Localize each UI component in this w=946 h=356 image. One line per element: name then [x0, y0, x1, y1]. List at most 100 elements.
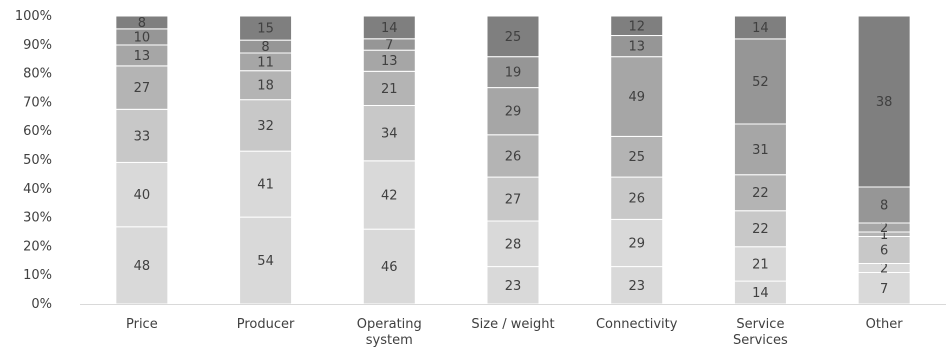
data-label: 11 — [257, 55, 274, 70]
bar-segment — [239, 70, 293, 101]
bar-segment — [239, 15, 293, 41]
data-label: 7 — [880, 282, 888, 297]
data-label: 41 — [257, 178, 274, 193]
data-label: 21 — [752, 257, 769, 272]
y-tick-label: 50% — [23, 153, 52, 168]
bar-segment — [362, 160, 416, 230]
bar-stack: 54 41 32 18 118 15 — [239, 15, 293, 305]
data-label: 1 — [880, 228, 888, 243]
x-tick-label: Price — [126, 317, 158, 332]
data-label: 29 — [505, 105, 522, 120]
y-tick-label: 20% — [23, 239, 52, 254]
x-axis: Price Producer Operating system Size / weigh… — [80, 304, 946, 348]
bar-stack: 23 29 26 25 49 13 12 — [610, 15, 664, 305]
y-axis: 0% 10% 20% 30% 40% 50% 60% 70% 80% 90% 100% — [15, 9, 52, 312]
bar-stack: 48 40 33 27 13 108 — [115, 15, 169, 305]
y-tick-label: 30% — [23, 211, 52, 226]
bar-segment — [486, 134, 540, 178]
bar-stack: 23 28 27 26 29 19 25 — [486, 15, 540, 305]
data-label: 2 — [880, 221, 888, 236]
data-label: 18 — [257, 79, 274, 94]
y-tick-label: 70% — [23, 95, 52, 110]
bar-segment — [610, 266, 664, 305]
y-tick-label: 80% — [23, 67, 52, 82]
data-label: 6 — [880, 244, 888, 259]
data-label: 38 — [876, 95, 893, 110]
bar-segment — [610, 15, 664, 37]
bars: 4840332713108544132181181546423421137142… — [115, 15, 911, 305]
bar-segment — [733, 38, 787, 125]
data-label: 27 — [505, 193, 522, 208]
bar-segment — [486, 176, 540, 222]
data-label: 28 — [505, 237, 522, 252]
data-label: 21 — [381, 82, 398, 97]
data-label: 46 — [381, 260, 398, 275]
bar-segment — [610, 56, 664, 137]
data-label: 12 — [628, 19, 645, 34]
data-label: 14 — [752, 286, 769, 301]
data-label: 13 — [134, 49, 151, 64]
bar-segment — [362, 15, 416, 40]
data-label: 29 — [628, 236, 645, 251]
data-label: 23 — [505, 279, 522, 294]
data-label: 13 — [628, 40, 645, 55]
data-label: 22 — [752, 186, 769, 201]
bar-segment — [733, 15, 787, 40]
y-tick-label: 60% — [23, 124, 52, 139]
bar-segment — [857, 236, 911, 264]
data-label: 7 — [385, 38, 393, 53]
y-tick-label: 100% — [15, 9, 52, 24]
bar-segment — [486, 87, 540, 136]
bar-segment — [362, 70, 416, 106]
data-label: 14 — [381, 21, 398, 36]
bar-segment — [857, 186, 911, 224]
bar-segment — [115, 65, 169, 110]
bar-segment — [610, 176, 664, 220]
data-label: 27 — [134, 81, 151, 96]
bar-segment — [733, 123, 787, 176]
data-label: 8 — [261, 40, 269, 55]
data-label: 19 — [505, 66, 522, 81]
x-tick-label: Operating system — [357, 317, 422, 348]
data-label: 2 — [880, 262, 888, 277]
data-label: 32 — [257, 119, 274, 134]
data-label: 34 — [381, 127, 398, 142]
data-label: 52 — [752, 75, 769, 90]
bar-stack: 46 42 34 21 137 14 — [362, 15, 416, 305]
bar-segment — [857, 15, 911, 188]
data-label: 33 — [134, 129, 151, 144]
bar-segment — [486, 15, 540, 58]
y-tick-label: 90% — [23, 38, 52, 53]
bar-segment — [610, 218, 664, 268]
bar-segment — [733, 210, 787, 248]
data-label: 49 — [628, 90, 645, 105]
bar-segment — [486, 266, 540, 305]
data-label: 26 — [505, 149, 522, 164]
data-label: 23 — [628, 279, 645, 294]
x-tick-label: Size / weight — [471, 317, 554, 332]
data-label: 10 — [134, 30, 151, 45]
data-label: 8 — [880, 199, 888, 214]
data-label: 42 — [381, 188, 398, 203]
bar-segment — [733, 246, 787, 282]
data-label: 15 — [257, 22, 274, 37]
data-label: 54 — [257, 254, 274, 269]
data-label: 13 — [381, 54, 398, 69]
bar-segment — [486, 220, 540, 268]
x-tick-label: Producer — [237, 317, 295, 332]
data-label: 40 — [134, 188, 151, 203]
data-label: 48 — [134, 259, 151, 274]
bar-segment — [115, 15, 169, 30]
data-label: 25 — [505, 30, 522, 45]
bar-segment — [239, 150, 293, 218]
data-label: 8 — [138, 16, 146, 31]
x-tick-label: Connectivity — [596, 317, 678, 332]
data-label: 31 — [752, 143, 769, 158]
data-label: 25 — [628, 150, 645, 165]
bar-segment — [362, 228, 416, 305]
data-label: 26 — [628, 192, 645, 207]
x-tick-label: Service Services — [733, 317, 788, 348]
y-tick-label: 0% — [31, 297, 52, 312]
